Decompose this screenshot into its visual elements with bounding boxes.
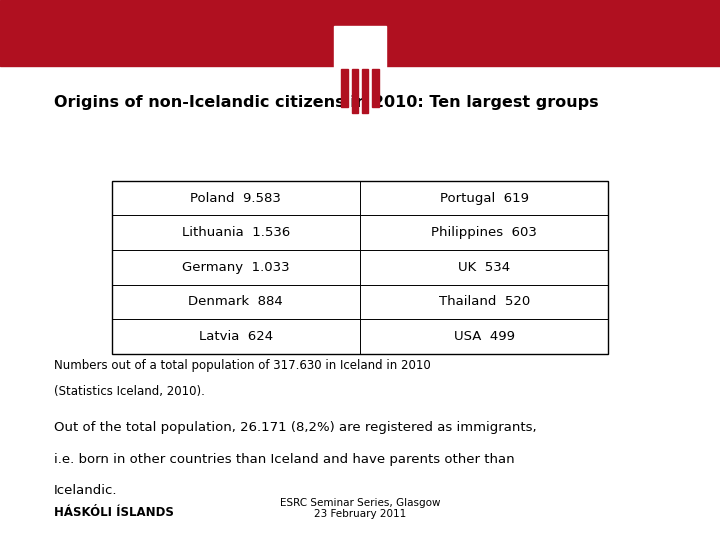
Bar xyxy=(351,69,358,113)
Bar xyxy=(112,181,608,354)
Bar xyxy=(341,69,348,107)
Bar xyxy=(362,69,369,113)
Text: Thailand  520: Thailand 520 xyxy=(438,295,530,308)
Bar xyxy=(372,69,379,107)
Bar xyxy=(0,0,720,66)
Text: Origins of non-Icelandic citizens in 2010: Ten largest groups: Origins of non-Icelandic citizens in 201… xyxy=(54,94,598,110)
Text: Germany  1.033: Germany 1.033 xyxy=(182,261,289,274)
Text: Out of the total population, 26.171 (8,2%) are registered as immigrants,: Out of the total population, 26.171 (8,2… xyxy=(54,421,536,434)
Text: Poland  9.583: Poland 9.583 xyxy=(190,192,282,205)
Text: 23 February 2011: 23 February 2011 xyxy=(314,509,406,519)
Text: ESRC Seminar Series, Glasgow: ESRC Seminar Series, Glasgow xyxy=(280,497,440,508)
Text: Icelandic.: Icelandic. xyxy=(54,484,117,497)
Text: HÁSKÓLI ÍSLANDS: HÁSKÓLI ÍSLANDS xyxy=(54,507,174,519)
Text: Numbers out of a total population of 317.630 in Iceland in 2010: Numbers out of a total population of 317… xyxy=(54,359,431,372)
Text: Denmark  884: Denmark 884 xyxy=(189,295,283,308)
Text: Philippines  603: Philippines 603 xyxy=(431,226,537,239)
Text: Lithuania  1.536: Lithuania 1.536 xyxy=(181,226,290,239)
Bar xyxy=(334,26,386,69)
Text: i.e. born in other countries than Iceland and have parents other than: i.e. born in other countries than Icelan… xyxy=(54,453,515,465)
Text: UK  534: UK 534 xyxy=(458,261,510,274)
Text: Latvia  624: Latvia 624 xyxy=(199,330,273,343)
Text: Portugal  619: Portugal 619 xyxy=(440,192,528,205)
Text: USA  499: USA 499 xyxy=(454,330,515,343)
Text: (Statistics Iceland, 2010).: (Statistics Iceland, 2010). xyxy=(54,385,205,398)
